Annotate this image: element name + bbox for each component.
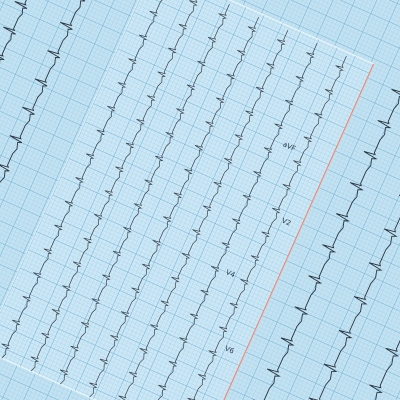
lead-label: V6 [224,344,236,355]
ecg-trace [89,16,259,398]
ecg-trace [59,3,230,385]
ecg-trace [1,0,172,359]
ecg-trace [203,0,400,400]
ecg-trace [0,0,190,400]
ecg-trace [30,0,201,372]
lead-label: V4 [225,268,237,279]
ecg-trace [176,56,347,400]
ecg-trace [118,29,289,400]
ecg-trace [147,43,318,400]
lead-label: V2 [280,217,292,228]
ecg-trace [156,0,400,400]
